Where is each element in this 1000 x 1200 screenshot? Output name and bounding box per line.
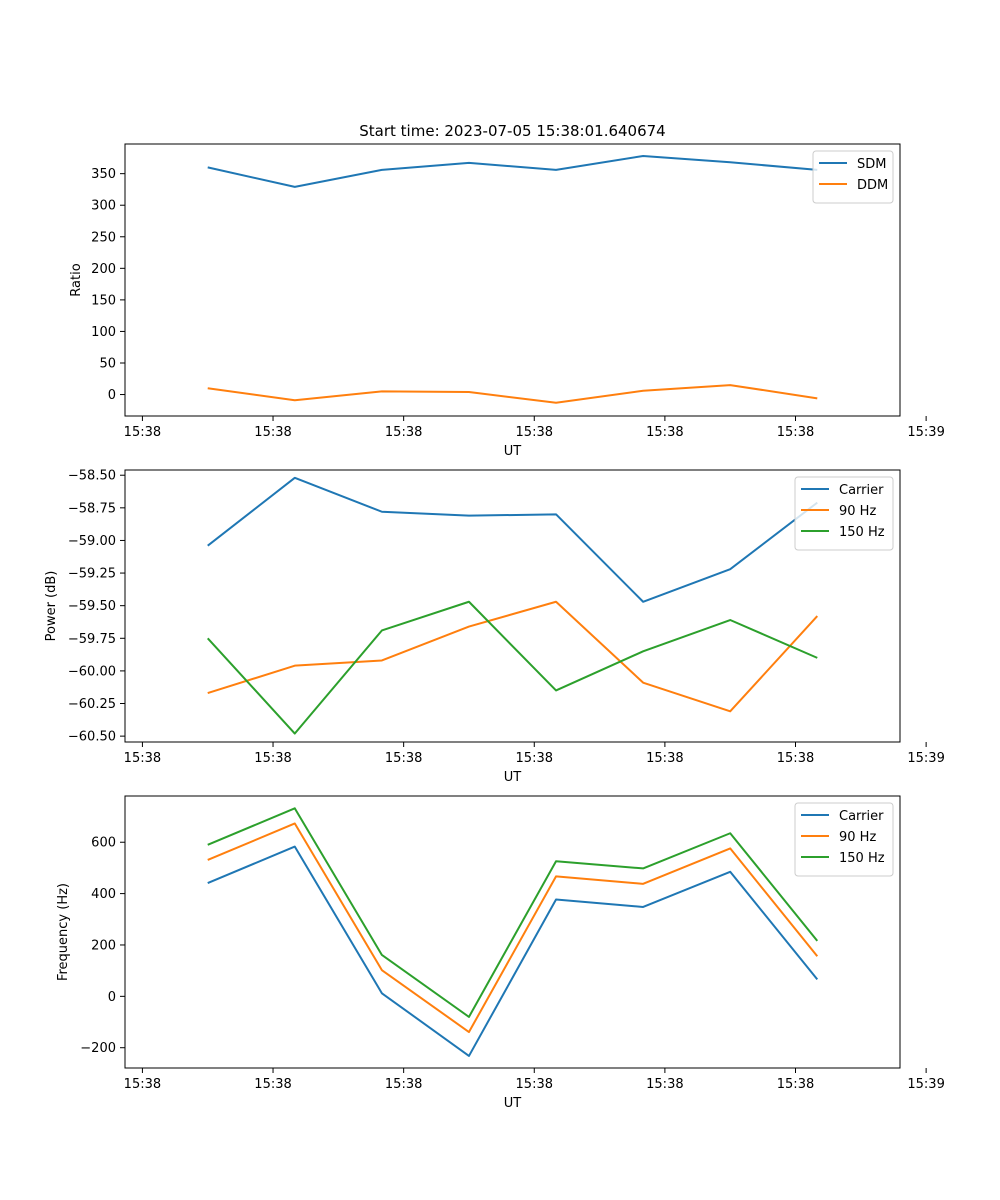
ratio-series-ddm bbox=[207, 384, 818, 404]
frequency-y-tick-label: 200 bbox=[91, 938, 116, 953]
ratio-y-tick-label: 250 bbox=[91, 230, 116, 245]
figure-title: Start time: 2023-07-05 15:38:01.640674 bbox=[359, 122, 665, 140]
ratio-y-tick-label: 0 bbox=[108, 388, 116, 403]
power-x-tick-label: 15:38 bbox=[777, 751, 814, 766]
frequency-x-axis-label: UT bbox=[504, 1096, 522, 1111]
frequency-y-axis-label: Frequency (Hz) bbox=[56, 883, 71, 981]
frequency-legend-label: Carrier bbox=[839, 809, 884, 824]
power-y-tick-label: −59.75 bbox=[68, 632, 116, 647]
power-x-tick-label: 15:38 bbox=[516, 751, 553, 766]
power-legend-label: 90 Hz bbox=[839, 504, 876, 519]
frequency-x-tick-label: 15:38 bbox=[777, 1077, 814, 1092]
power-y-tick-label: −59.25 bbox=[68, 567, 116, 582]
power-axes-frame bbox=[124, 469, 901, 743]
ratio-axes-frame bbox=[124, 143, 901, 417]
ratio-y-tick-label: 50 bbox=[99, 356, 116, 371]
frequency-y-tick-label: −200 bbox=[80, 1041, 116, 1056]
frequency-x-tick-label: 15:39 bbox=[907, 1077, 944, 1092]
ratio-x-tick-label: 15:38 bbox=[646, 425, 683, 440]
power-y-tick-label: −59.50 bbox=[68, 599, 116, 614]
power-x-tick-label: 15:39 bbox=[907, 751, 944, 766]
frequency-y-tick-label: 600 bbox=[91, 836, 116, 851]
ratio-series-sdm bbox=[207, 154, 818, 188]
power-legend: Carrier 90 Hz 150 Hz bbox=[794, 476, 894, 551]
ratio-x-tick-label: 15:38 bbox=[254, 425, 291, 440]
frequency-x-tick-label: 15:38 bbox=[124, 1077, 161, 1092]
power-x-tick-label: 15:38 bbox=[646, 751, 683, 766]
power-y-tick-label: −58.75 bbox=[68, 501, 116, 516]
frequency-legend: Carrier 90 Hz 150 Hz bbox=[794, 802, 894, 877]
ratio-y-axis-label: Ratio bbox=[69, 263, 84, 296]
power-legend-label: Carrier bbox=[839, 483, 884, 498]
frequency-panel: 15:38 15:38 15:38 15:38 15:38 15:38 15:39 −200 0… bbox=[56, 795, 945, 1111]
ratio-x-tick-label: 15:38 bbox=[124, 425, 161, 440]
power-y-tick-label: −59.00 bbox=[68, 534, 116, 549]
ratio-legend-label: DDM bbox=[857, 178, 888, 193]
frequency-x-tick-label: 15:38 bbox=[516, 1077, 553, 1092]
ratio-y-tick-label: 350 bbox=[91, 167, 116, 182]
power-y-tick-label: −60.25 bbox=[68, 697, 116, 712]
frequency-series-carrier bbox=[207, 845, 819, 1057]
ratio-legend: SDM DDM bbox=[812, 150, 894, 204]
ratio-x-tick-label: 15:38 bbox=[777, 425, 814, 440]
frequency-x-tick-label: 15:38 bbox=[646, 1077, 683, 1092]
power-x-tick-label: 15:38 bbox=[254, 751, 291, 766]
ratio-panel: 15:38 15:38 15:38 15:38 15:38 15:38 15:39 0 50 10… bbox=[69, 143, 945, 459]
power-x-tick-label: 15:38 bbox=[124, 751, 161, 766]
frequency-x-tick-label: 15:38 bbox=[254, 1077, 291, 1092]
frequency-x-tick-label: 15:38 bbox=[385, 1077, 422, 1092]
frequency-legend-label: 150 Hz bbox=[839, 851, 885, 866]
power-legend-label: 150 Hz bbox=[839, 525, 885, 540]
frequency-series-90-hz bbox=[207, 822, 819, 1034]
power-panel: 15:38 15:38 15:38 15:38 15:38 15:38 15:39 −60.5… bbox=[44, 469, 945, 785]
power-y-tick-label: −58.50 bbox=[68, 469, 116, 484]
frequency-y-tick-label: 0 bbox=[108, 990, 116, 1005]
power-x-tick-label: 15:38 bbox=[385, 751, 422, 766]
power-x-axis-label: UT bbox=[504, 770, 522, 785]
power-y-tick-label: −60.50 bbox=[68, 730, 116, 745]
ratio-x-axis-label: UT bbox=[504, 444, 522, 459]
ratio-y-tick-label: 200 bbox=[91, 262, 116, 277]
ratio-x-tick-label: 15:38 bbox=[516, 425, 553, 440]
ratio-y-tick-label: 150 bbox=[91, 293, 116, 308]
ratio-y-tick-label: 100 bbox=[91, 325, 116, 340]
frequency-axes-frame bbox=[124, 795, 901, 1069]
frequency-legend-label: 90 Hz bbox=[839, 830, 876, 845]
ratio-x-tick-label: 15:39 bbox=[907, 425, 944, 440]
power-series-90-hz bbox=[207, 600, 819, 713]
power-series-carrier bbox=[207, 476, 818, 603]
power-y-tick-label: −60.00 bbox=[68, 664, 116, 679]
ratio-legend-label: SDM bbox=[857, 157, 886, 172]
frequency-y-tick-label: 400 bbox=[91, 887, 116, 902]
ratio-x-tick-label: 15:38 bbox=[385, 425, 422, 440]
ratio-y-tick-label: 300 bbox=[91, 199, 116, 214]
power-y-axis-label: Power (dB) bbox=[44, 571, 59, 642]
power-series-150-hz bbox=[206, 600, 818, 735]
frequency-series-150-hz bbox=[207, 807, 819, 1018]
